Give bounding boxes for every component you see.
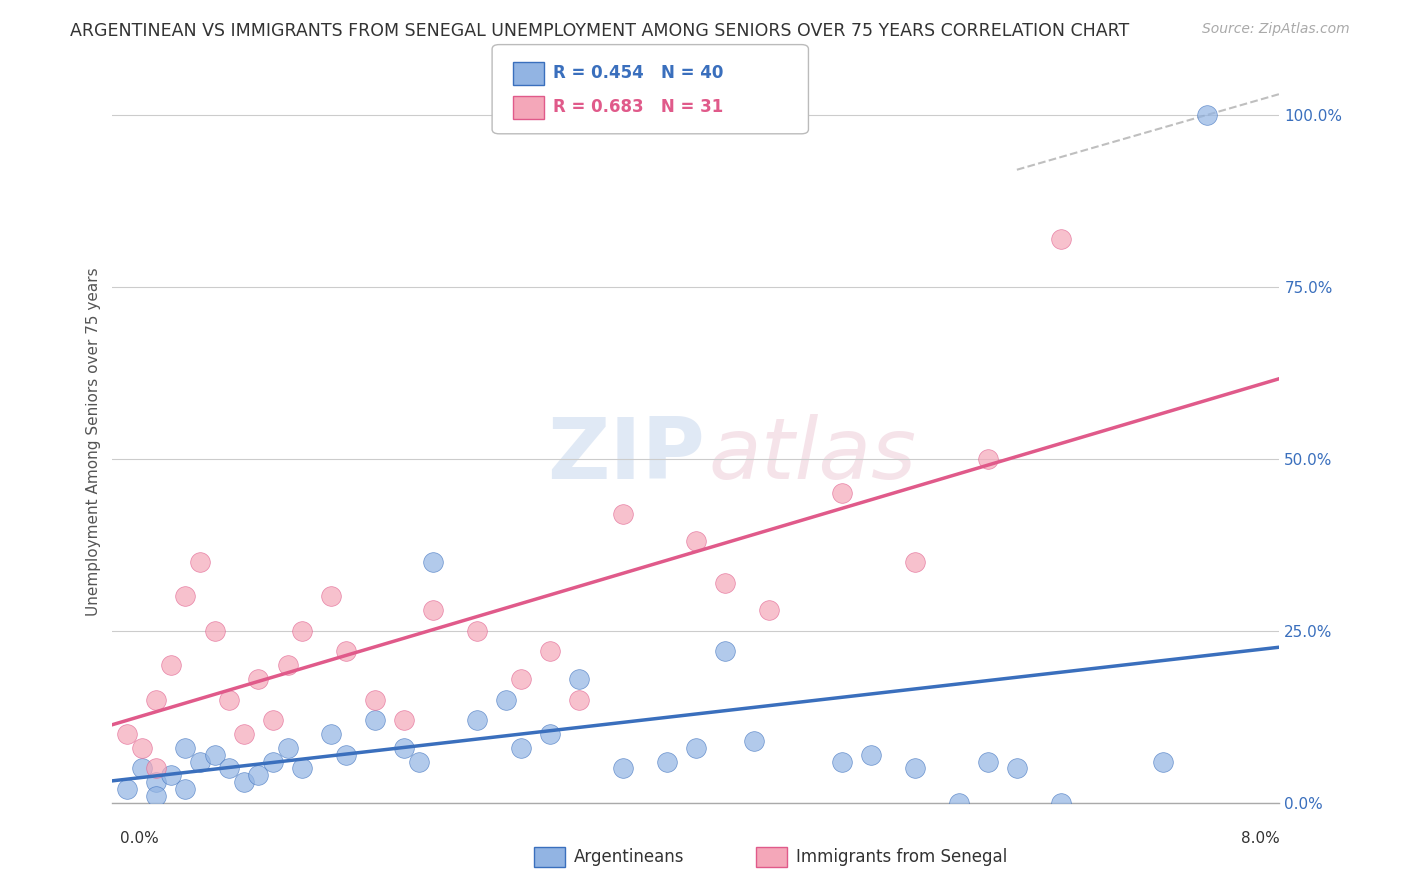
Point	[131, 761, 153, 775]
Point	[188, 755, 211, 769]
Point	[276, 740, 298, 755]
Point	[262, 713, 284, 727]
Point	[509, 740, 531, 755]
Point	[145, 775, 167, 789]
Point	[145, 692, 167, 706]
Point	[321, 590, 343, 604]
Point	[364, 713, 387, 727]
Text: ARGENTINEAN VS IMMIGRANTS FROM SENEGAL UNEMPLOYMENT AMONG SENIORS OVER 75 YEARS : ARGENTINEAN VS IMMIGRANTS FROM SENEGAL U…	[70, 22, 1129, 40]
Point	[174, 590, 197, 604]
Point	[115, 782, 138, 797]
Point	[115, 727, 138, 741]
Text: R = 0.454   N = 40: R = 0.454 N = 40	[553, 64, 723, 82]
Point	[335, 644, 357, 658]
Point	[276, 658, 298, 673]
Text: 8.0%: 8.0%	[1240, 831, 1279, 846]
Point	[568, 692, 591, 706]
Point	[174, 740, 197, 755]
Point	[568, 672, 591, 686]
Point	[145, 789, 167, 803]
Point	[394, 713, 416, 727]
Point	[1005, 761, 1028, 775]
Point	[160, 658, 183, 673]
Text: atlas: atlas	[709, 415, 917, 498]
Point	[538, 727, 561, 741]
Point	[131, 740, 153, 755]
Point	[714, 644, 737, 658]
Text: Argentineans: Argentineans	[574, 848, 685, 866]
Point	[174, 782, 197, 797]
Point	[831, 755, 853, 769]
Point	[1049, 231, 1071, 245]
Point	[758, 603, 780, 617]
Point	[976, 755, 998, 769]
Point	[422, 603, 444, 617]
Point	[291, 761, 314, 775]
Point	[714, 575, 737, 590]
Point	[364, 692, 387, 706]
Point	[321, 727, 343, 741]
Point	[655, 755, 678, 769]
Text: 0.0%: 0.0%	[120, 831, 159, 846]
Point	[291, 624, 314, 638]
Point	[218, 692, 240, 706]
Text: Source: ZipAtlas.com: Source: ZipAtlas.com	[1202, 22, 1350, 37]
Point	[160, 768, 183, 782]
Point	[204, 624, 226, 638]
Point	[247, 768, 270, 782]
Point	[247, 672, 270, 686]
Point	[232, 727, 254, 741]
Y-axis label: Unemployment Among Seniors over 75 years: Unemployment Among Seniors over 75 years	[86, 268, 101, 615]
Point	[948, 796, 970, 810]
Point	[612, 507, 634, 521]
Point	[685, 740, 707, 755]
Point	[904, 761, 927, 775]
Text: R = 0.683   N = 31: R = 0.683 N = 31	[553, 98, 723, 116]
Point	[335, 747, 357, 762]
Text: Immigrants from Senegal: Immigrants from Senegal	[796, 848, 1007, 866]
FancyBboxPatch shape	[0, 586, 463, 892]
Point	[495, 692, 517, 706]
Point	[742, 734, 765, 748]
Point	[204, 747, 226, 762]
Point	[145, 761, 167, 775]
Point	[422, 555, 444, 569]
Point	[1049, 796, 1071, 810]
Point	[408, 755, 430, 769]
Point	[218, 761, 240, 775]
Point	[904, 555, 927, 569]
Point	[394, 740, 416, 755]
Point	[509, 672, 531, 686]
Point	[465, 713, 488, 727]
Point	[262, 755, 284, 769]
Text: ZIP: ZIP	[547, 415, 704, 498]
Point	[1152, 755, 1174, 769]
Point	[465, 624, 488, 638]
Point	[831, 486, 853, 500]
Point	[538, 644, 561, 658]
Point	[976, 451, 998, 466]
Point	[188, 555, 211, 569]
Point	[1195, 108, 1218, 122]
Point	[685, 534, 707, 549]
Point	[612, 761, 634, 775]
Point	[232, 775, 254, 789]
Point	[859, 747, 883, 762]
